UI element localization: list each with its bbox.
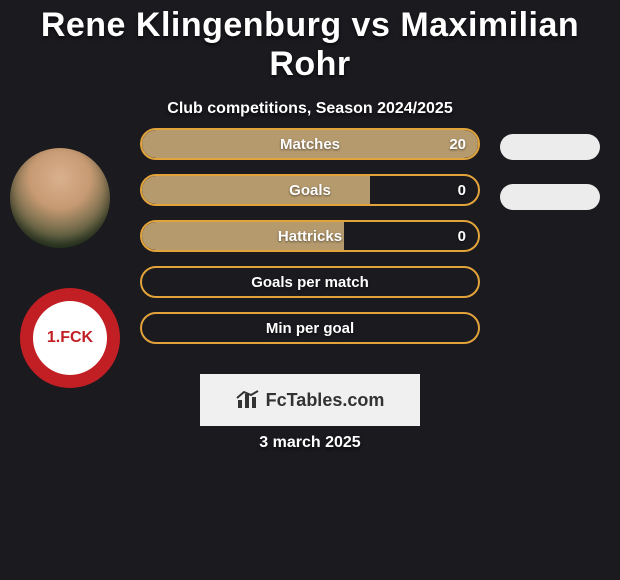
stat-row-label: Hattricks xyxy=(142,222,478,250)
stat-row-label: Goals xyxy=(142,176,478,204)
player1-club-badge: 1.FCK xyxy=(20,288,120,388)
page-root: Rene Klingenburg vs Maximilian Rohr Club… xyxy=(0,6,620,580)
page-subtitle: Club competitions, Season 2024/2025 xyxy=(0,100,620,118)
player2-pill xyxy=(500,134,600,160)
footer-logo: FcTables.com xyxy=(200,374,420,426)
stat-row-label: Min per goal xyxy=(142,314,478,342)
footer-date: 3 march 2025 xyxy=(0,434,620,452)
player1-avatar xyxy=(10,148,110,248)
page-title: Rene Klingenburg vs Maximilian Rohr xyxy=(0,6,620,84)
stat-row: Matches20 xyxy=(140,128,480,160)
stat-rows: Matches20Goals0Hattricks0Goals per match… xyxy=(140,128,480,358)
player1-club-label: 1.FCK xyxy=(33,301,107,375)
stat-row: Goals per match xyxy=(140,266,480,298)
stat-row: Goals0 xyxy=(140,174,480,206)
footer-logo-text: FcTables.com xyxy=(266,390,385,411)
stat-row-label: Goals per match xyxy=(142,268,478,296)
stat-row-value: 0 xyxy=(458,222,466,250)
stat-row-value: 20 xyxy=(449,130,466,158)
bar-chart-icon xyxy=(236,390,260,410)
player2-pill xyxy=(500,184,600,210)
stat-row-value: 0 xyxy=(458,176,466,204)
stat-row: Hattricks0 xyxy=(140,220,480,252)
stat-row: Min per goal xyxy=(140,312,480,344)
stat-row-label: Matches xyxy=(142,130,478,158)
